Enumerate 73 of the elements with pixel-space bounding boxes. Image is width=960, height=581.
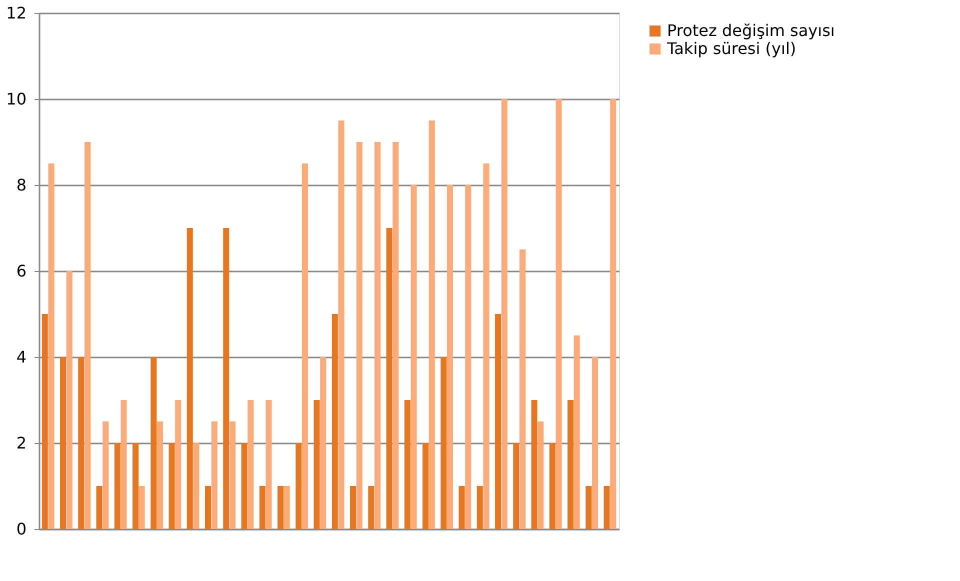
bar — [266, 400, 272, 529]
bar — [186, 228, 193, 529]
legend-label: Takip süresi (yıl) — [666, 39, 796, 58]
bar — [549, 443, 556, 529]
bar — [356, 142, 362, 529]
bar — [205, 486, 212, 529]
bar — [422, 443, 429, 529]
bar — [302, 164, 308, 529]
y-tick-label: 4 — [16, 348, 26, 366]
bar — [374, 142, 380, 529]
bar — [350, 486, 356, 529]
bar — [168, 443, 175, 529]
bar — [114, 443, 120, 529]
bar — [102, 422, 109, 529]
bar — [440, 357, 447, 529]
legend-label: Protez değişim sayısı — [667, 21, 835, 40]
bar — [458, 486, 465, 529]
bar — [392, 142, 399, 529]
y-tick-label: 2 — [16, 434, 26, 452]
bar — [248, 400, 254, 529]
y-tick-label: 6 — [16, 262, 26, 280]
bar — [150, 357, 157, 529]
bar — [610, 99, 616, 529]
bar — [556, 99, 562, 529]
bar — [78, 357, 84, 529]
bar — [604, 486, 610, 529]
y-tick-label: 0 — [16, 520, 26, 538]
bar — [332, 314, 338, 529]
bar — [278, 486, 284, 529]
bar — [519, 250, 526, 529]
bar — [284, 486, 290, 529]
bar — [229, 422, 236, 529]
bar — [574, 336, 580, 529]
bar — [410, 185, 417, 529]
bar — [592, 357, 598, 529]
bar — [386, 228, 392, 529]
bar — [538, 422, 544, 529]
bar — [428, 120, 435, 529]
bar — [338, 120, 344, 529]
bar — [241, 443, 248, 529]
bar — [404, 400, 410, 529]
bar — [320, 357, 326, 529]
bar — [368, 486, 374, 529]
bar — [568, 400, 574, 529]
bar — [120, 400, 127, 529]
bar — [84, 142, 90, 529]
bar — [66, 271, 72, 529]
bar — [156, 422, 163, 529]
bar — [138, 486, 145, 529]
bar — [132, 443, 139, 529]
bar — [48, 164, 54, 529]
bar — [465, 185, 472, 529]
bar — [586, 486, 592, 529]
bar — [211, 422, 218, 529]
bar — [42, 314, 48, 529]
y-tick-label: 10 — [6, 90, 26, 108]
bar — [483, 164, 490, 529]
bar — [513, 443, 520, 529]
y-tick-label: 8 — [16, 176, 26, 194]
bar — [476, 486, 483, 529]
bar — [495, 314, 502, 529]
bar — [259, 486, 266, 529]
bar — [296, 443, 302, 529]
bar — [446, 185, 453, 529]
bar — [501, 99, 508, 529]
bar — [60, 357, 66, 529]
bar — [193, 443, 200, 529]
bar — [175, 400, 182, 529]
bar — [531, 400, 538, 529]
bar — [223, 228, 230, 529]
y-tick-label: 12 — [6, 4, 26, 22]
bar — [314, 400, 320, 529]
bar — [96, 486, 102, 529]
